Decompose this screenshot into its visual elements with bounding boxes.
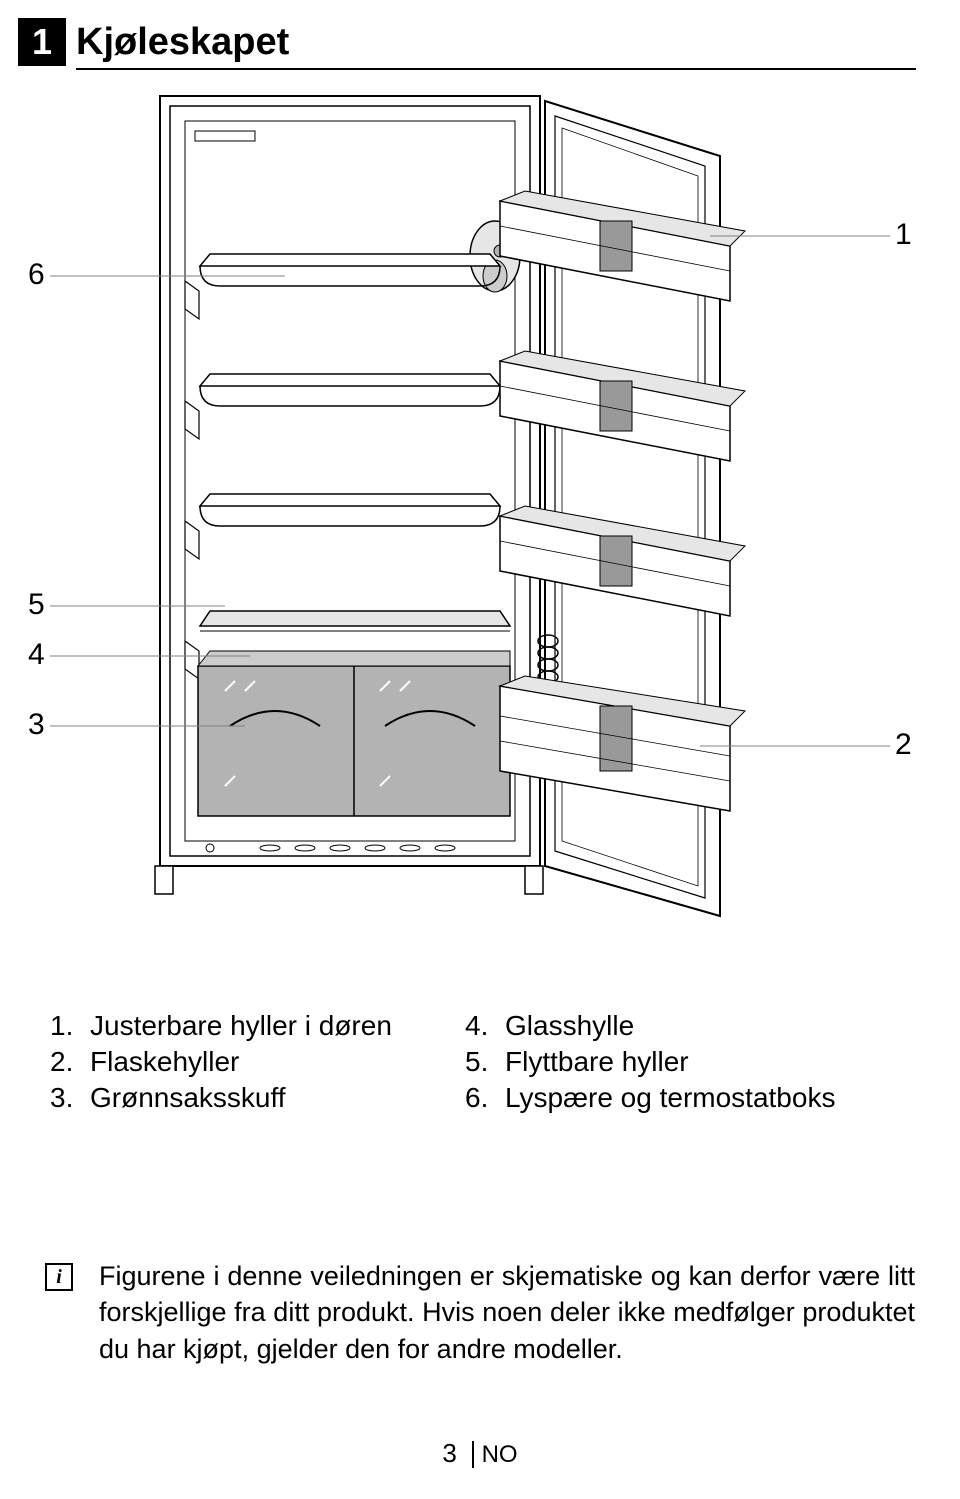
list-item: 6. Lyspære og termostatboks xyxy=(465,1082,880,1114)
list-item-num: 4. xyxy=(465,1010,505,1042)
footer-lang: NO xyxy=(472,1441,518,1468)
list-item: 1. Justerbare hyller i døren xyxy=(50,1010,465,1042)
crisper-drawers xyxy=(198,651,510,816)
note-text: Figurene i denne veiledningen er skjemat… xyxy=(99,1258,915,1367)
list-item-label: Grønnsaksskuff xyxy=(90,1082,286,1114)
section-header: 1 Kjøleskapet xyxy=(0,0,960,66)
list-item-num: 6. xyxy=(465,1082,505,1114)
label-5: 5 xyxy=(28,588,45,622)
list-item: 2. Flaskehyller xyxy=(50,1046,465,1078)
section-number: 1 xyxy=(32,21,52,63)
label-2: 2 xyxy=(895,728,912,762)
list-item-label: Flaskehyller xyxy=(90,1046,239,1078)
page-number: 3 xyxy=(442,1438,456,1468)
label-4: 4 xyxy=(28,638,45,672)
section-number-box: 1 xyxy=(18,18,66,66)
list-item-label: Flyttbare hyller xyxy=(505,1046,689,1078)
info-icon-letter: i xyxy=(56,1264,62,1291)
list-item-label: Lyspære og termostatboks xyxy=(505,1082,835,1114)
list-item-num: 1. xyxy=(50,1010,90,1042)
header-underline xyxy=(76,68,916,70)
list-item-label: Justerbare hyller i døren xyxy=(90,1010,392,1042)
section-title: Kjøleskapet xyxy=(76,21,289,64)
parts-list-right: 4. Glasshylle 5. Flyttbare hyller 6. Lys… xyxy=(465,1006,880,1118)
fridge-diagram xyxy=(130,86,790,926)
list-item: 3. Grønnsaksskuff xyxy=(50,1082,465,1114)
list-item-num: 5. xyxy=(465,1046,505,1078)
label-3: 3 xyxy=(28,708,45,742)
parts-list: 1. Justerbare hyller i døren 2. Flaskehy… xyxy=(0,1006,960,1118)
info-icon: i xyxy=(45,1263,73,1291)
list-item: 4. Glasshylle xyxy=(465,1010,880,1042)
list-item-num: 2. xyxy=(50,1046,90,1078)
diagram-container: 6 5 4 3 1 2 xyxy=(0,86,960,966)
label-1: 1 xyxy=(895,218,912,252)
page-footer: 3 NO xyxy=(0,1438,960,1469)
label-6: 6 xyxy=(28,258,45,292)
list-item: 5. Flyttbare hyller xyxy=(465,1046,880,1078)
parts-list-left: 1. Justerbare hyller i døren 2. Flaskehy… xyxy=(50,1006,465,1118)
note-block: i Figurene i denne veiledningen er skjem… xyxy=(0,1258,960,1367)
list-item-num: 3. xyxy=(50,1082,90,1114)
list-item-label: Glasshylle xyxy=(505,1010,634,1042)
